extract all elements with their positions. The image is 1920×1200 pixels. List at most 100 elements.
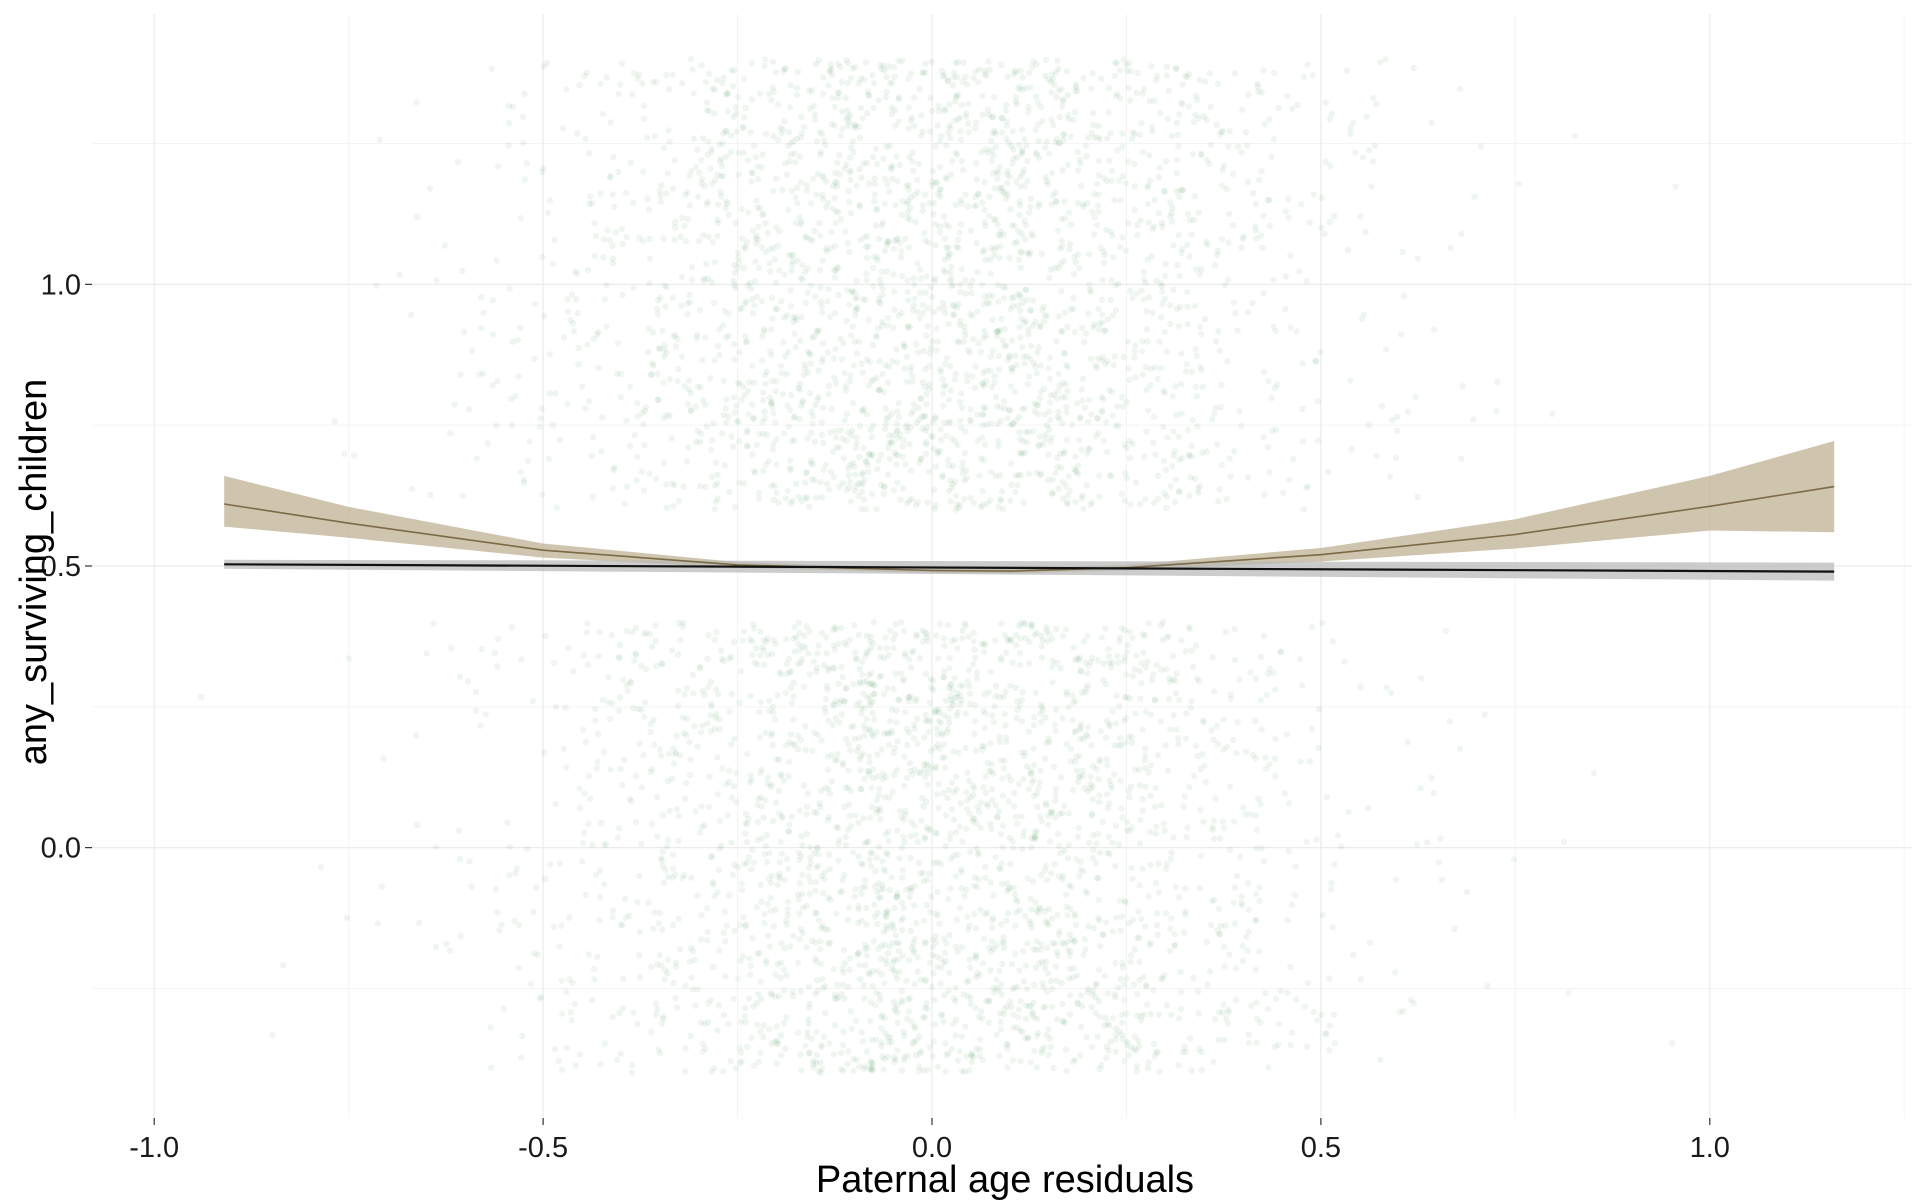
scatter-point — [569, 320, 577, 327]
scatter-point — [927, 747, 935, 755]
scatter-point — [1019, 86, 1026, 94]
scatter-point — [1143, 981, 1150, 988]
scatter-point — [950, 312, 957, 319]
scatter-point — [773, 461, 780, 468]
scatter-point — [900, 1028, 907, 1036]
scatter-point — [1294, 101, 1301, 109]
scatter-point — [1111, 72, 1119, 80]
scatter-point — [1072, 81, 1079, 89]
scatter-point — [793, 135, 800, 142]
scatter-point — [1245, 906, 1252, 914]
scatter-point — [932, 765, 939, 772]
scatter-point — [932, 415, 939, 422]
scatter-point — [1188, 368, 1195, 375]
scatter-point — [799, 842, 806, 849]
scatter-point — [749, 170, 756, 177]
scatter-point — [1067, 1011, 1074, 1018]
scatter-point — [653, 662, 660, 670]
scatter-point — [1022, 912, 1029, 920]
scatter-point — [1373, 452, 1380, 459]
scatter-point — [626, 383, 634, 390]
scatter-point — [668, 435, 675, 442]
scatter-point — [958, 266, 966, 273]
scatter-point — [950, 311, 957, 318]
scatter-point — [760, 637, 768, 644]
scatter-point — [783, 1014, 790, 1021]
scatter-point — [972, 160, 980, 167]
scatter-point — [966, 956, 973, 963]
scatter-point — [714, 220, 722, 227]
scatter-point — [1040, 385, 1048, 392]
scatter-point — [1048, 71, 1056, 78]
scatter-point — [629, 629, 636, 636]
scatter-point — [893, 707, 900, 714]
scatter-point — [704, 905, 711, 912]
scatter-point — [1291, 892, 1299, 899]
scatter-point — [685, 386, 692, 393]
scatter-point — [998, 114, 1006, 122]
scatter-point — [1233, 749, 1240, 757]
scatter-point — [808, 429, 815, 436]
scatter-point — [477, 722, 484, 729]
scatter-point — [1155, 1011, 1163, 1018]
scatter-point — [650, 362, 657, 369]
scatter-point — [803, 811, 810, 818]
scatter-point — [1219, 182, 1226, 189]
scatter-point — [1020, 353, 1027, 360]
scatter-point — [1153, 910, 1161, 917]
scatter-point — [1169, 204, 1176, 211]
scatter-point — [940, 390, 947, 397]
scatter-point — [1050, 391, 1058, 398]
scatter-point — [632, 624, 639, 632]
scatter-point — [910, 1039, 918, 1046]
scatter-point — [935, 655, 942, 662]
scatter-point — [956, 229, 963, 236]
scatter-point — [615, 168, 622, 176]
scatter-point — [1024, 249, 1031, 256]
scatter-point — [894, 890, 901, 897]
scatter-point — [1352, 149, 1359, 156]
scatter-point — [1037, 470, 1045, 478]
scatter-point — [888, 706, 896, 713]
scatter-point — [926, 717, 933, 725]
scatter-point — [881, 483, 888, 490]
scatter-point — [957, 196, 964, 204]
scatter-point — [758, 996, 765, 1003]
scatter-point — [1022, 428, 1030, 436]
scatter-point — [1033, 790, 1041, 797]
scatter-point — [761, 414, 769, 422]
scatter-point — [1081, 936, 1088, 943]
scatter-point — [746, 955, 753, 962]
scatter-point — [640, 630, 648, 638]
scatter-point — [971, 702, 979, 709]
scatter-point — [964, 769, 971, 776]
scatter-point — [1220, 824, 1228, 832]
scatter-point — [845, 904, 853, 911]
scatter-point — [1284, 989, 1291, 996]
scatter-point — [1244, 178, 1252, 186]
scatter-point — [977, 824, 984, 831]
scatter-point — [973, 202, 980, 209]
scatter-point — [1025, 373, 1033, 380]
scatter-point — [823, 480, 831, 487]
scatter-point — [1182, 911, 1189, 918]
scatter-point — [909, 647, 917, 655]
scatter-point — [711, 357, 718, 364]
scatter-point — [1000, 398, 1008, 405]
scatter-point — [1097, 943, 1104, 950]
scatter-point — [765, 90, 772, 98]
scatter-point — [1303, 484, 1310, 492]
scatter-point — [1061, 350, 1069, 358]
scatter-point — [783, 917, 790, 924]
scatter-point — [1094, 874, 1101, 881]
scatter-point — [930, 686, 937, 693]
scatter-point — [750, 467, 757, 475]
scatter-point — [1144, 184, 1151, 191]
scatter-point — [615, 707, 623, 714]
scatter-point — [679, 874, 686, 882]
scatter-point — [881, 200, 888, 207]
scatter-point — [1085, 445, 1093, 452]
scatter-point — [802, 494, 809, 501]
scatter-point — [842, 228, 849, 235]
scatter-point — [1090, 122, 1097, 129]
